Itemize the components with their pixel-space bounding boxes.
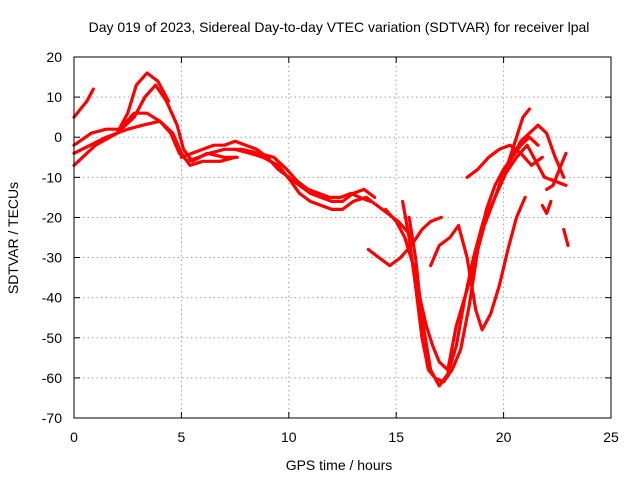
y-tick-label: 10: [46, 89, 62, 105]
y-tick-label: -30: [42, 250, 62, 266]
series-arc-13: [465, 143, 544, 179]
series-arc-14: [484, 123, 566, 219]
series-arc-18: [562, 227, 570, 248]
y-tick-label: 0: [54, 129, 62, 145]
series-arc-4: [72, 119, 237, 167]
series-arc-7: [233, 147, 411, 236]
y-axis-label: SDTVAR / TECUs: [5, 182, 21, 294]
grid: [74, 57, 611, 418]
series-arc-1: [72, 87, 95, 119]
chart-title: Day 019 of 2023, Sidereal Day-to-day VTE…: [89, 19, 590, 35]
x-tick-label: 5: [178, 429, 186, 445]
axis-ticks: 0 5 10 15 20 25 20 10 0 -10 -20 -30 -40 -50 -60 -70: [42, 49, 619, 445]
series-arc-3: [72, 71, 171, 167]
series-arc-5: [121, 111, 372, 203]
y-tick-label: 20: [46, 49, 62, 65]
y-tick-label: -50: [42, 330, 62, 346]
y-tick-label: -60: [42, 370, 62, 386]
data-series: [72, 71, 570, 388]
series-arc-12: [429, 195, 527, 332]
x-axis-label: GPS time / hours: [286, 457, 393, 473]
y-tick-label: -40: [42, 290, 62, 306]
x-tick-label: 15: [388, 429, 404, 445]
x-tick-label: 20: [496, 429, 512, 445]
series-arc-6: [179, 139, 377, 203]
y-tick-label: -20: [42, 209, 62, 225]
y-tick-label: -70: [42, 410, 62, 426]
y-tick-label: -10: [42, 169, 62, 185]
plot-frame: [73, 56, 612, 419]
x-tick-label: 0: [70, 429, 78, 445]
series-arc-8: [366, 215, 443, 268]
series-arc-17: [544, 151, 568, 191]
series-arc-11: [407, 195, 493, 388]
x-tick-label: 25: [603, 429, 619, 445]
x-tick-label: 10: [281, 429, 297, 445]
series-arc-15: [502, 107, 532, 179]
series-arc-16: [540, 199, 553, 215]
